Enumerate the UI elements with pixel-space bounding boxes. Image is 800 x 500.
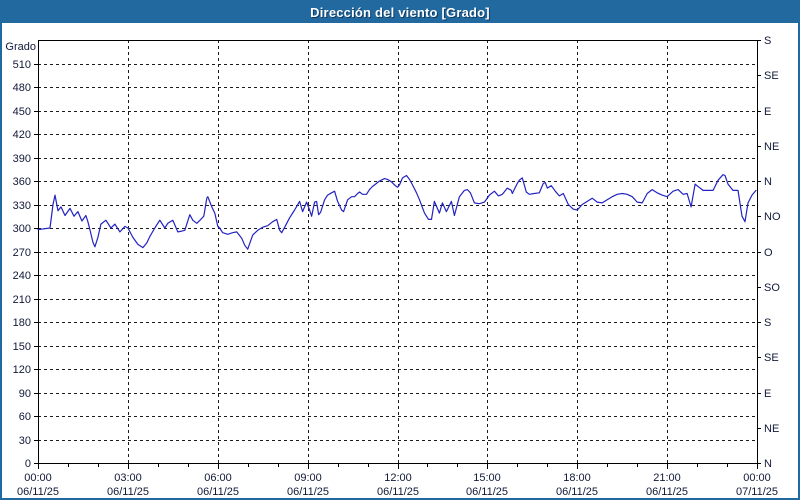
svg-text:SO: SO <box>764 282 780 294</box>
svg-text:06/11/25: 06/11/25 <box>377 486 419 498</box>
svg-text:E: E <box>764 388 771 400</box>
svg-text:18:00: 18:00 <box>563 472 591 484</box>
chart-title: Dirección del viento [Grado] <box>2 2 798 23</box>
wind-direction-line <box>37 174 757 250</box>
svg-text:330: 330 <box>13 200 31 212</box>
y-axis-unit-label: Grado <box>5 41 36 53</box>
svg-text:03:00: 03:00 <box>114 472 142 484</box>
svg-text:0: 0 <box>25 458 31 470</box>
svg-text:09:00: 09:00 <box>294 472 322 484</box>
svg-text:NE: NE <box>764 423 779 435</box>
svg-text:210: 210 <box>13 294 31 306</box>
svg-text:O: O <box>764 247 773 259</box>
svg-text:S: S <box>764 317 771 329</box>
svg-text:NO: NO <box>764 211 781 223</box>
y-axis-right-ticks: N NE E SE S SO O NO N NE E SE S <box>757 35 781 470</box>
x-axis-ticks <box>38 463 758 469</box>
svg-text:06/11/25: 06/11/25 <box>197 486 239 498</box>
svg-text:S: S <box>764 35 771 47</box>
svg-text:270: 270 <box>13 247 31 259</box>
svg-text:NE: NE <box>764 141 779 153</box>
svg-text:90: 90 <box>19 388 31 400</box>
svg-text:180: 180 <box>13 317 31 329</box>
svg-text:06/11/25: 06/11/25 <box>17 486 59 498</box>
svg-text:450: 450 <box>13 106 31 118</box>
svg-text:150: 150 <box>13 341 31 353</box>
svg-text:60: 60 <box>19 411 31 423</box>
svg-text:06/11/25: 06/11/25 <box>646 486 688 498</box>
svg-text:360: 360 <box>13 176 31 188</box>
svg-text:240: 240 <box>13 270 31 282</box>
svg-text:06/11/25: 06/11/25 <box>466 486 508 498</box>
svg-text:07/11/25: 07/11/25 <box>736 486 778 498</box>
svg-text:06/11/25: 06/11/25 <box>556 486 598 498</box>
svg-text:SE: SE <box>764 70 779 82</box>
svg-text:00:00: 00:00 <box>24 472 52 484</box>
svg-text:00:00: 00:00 <box>743 472 771 484</box>
svg-text:480: 480 <box>13 82 31 94</box>
horizontal-gridlines <box>38 64 757 441</box>
svg-text:21:00: 21:00 <box>653 472 681 484</box>
svg-text:30: 30 <box>19 435 31 447</box>
vertical-gridlines <box>128 40 668 463</box>
svg-text:390: 390 <box>13 153 31 165</box>
svg-text:120: 120 <box>13 364 31 376</box>
svg-text:06/11/25: 06/11/25 <box>107 486 149 498</box>
svg-text:300: 300 <box>13 223 31 235</box>
svg-text:15:00: 15:00 <box>473 472 501 484</box>
svg-text:N: N <box>764 176 772 188</box>
svg-text:N: N <box>764 458 772 470</box>
svg-text:SE: SE <box>764 352 779 364</box>
y-axis-left-ticks: 0 30 60 90 120 150 180 210 240 270 300 330 360 390 420… <box>13 59 38 470</box>
svg-text:12:00: 12:00 <box>384 472 412 484</box>
svg-text:E: E <box>764 106 771 118</box>
wind-direction-chart: 0 30 60 90 120 150 180 210 240 270 300 330 360 390 420… <box>5 35 781 498</box>
svg-text:420: 420 <box>13 129 31 141</box>
svg-text:06/11/25: 06/11/25 <box>287 486 329 498</box>
x-axis-labels: 00:00 06/11/25 03:00 06/11/25 06:00 06/11/25 0… <box>17 472 778 498</box>
svg-text:06:00: 06:00 <box>204 472 232 484</box>
svg-text:510: 510 <box>13 59 31 71</box>
